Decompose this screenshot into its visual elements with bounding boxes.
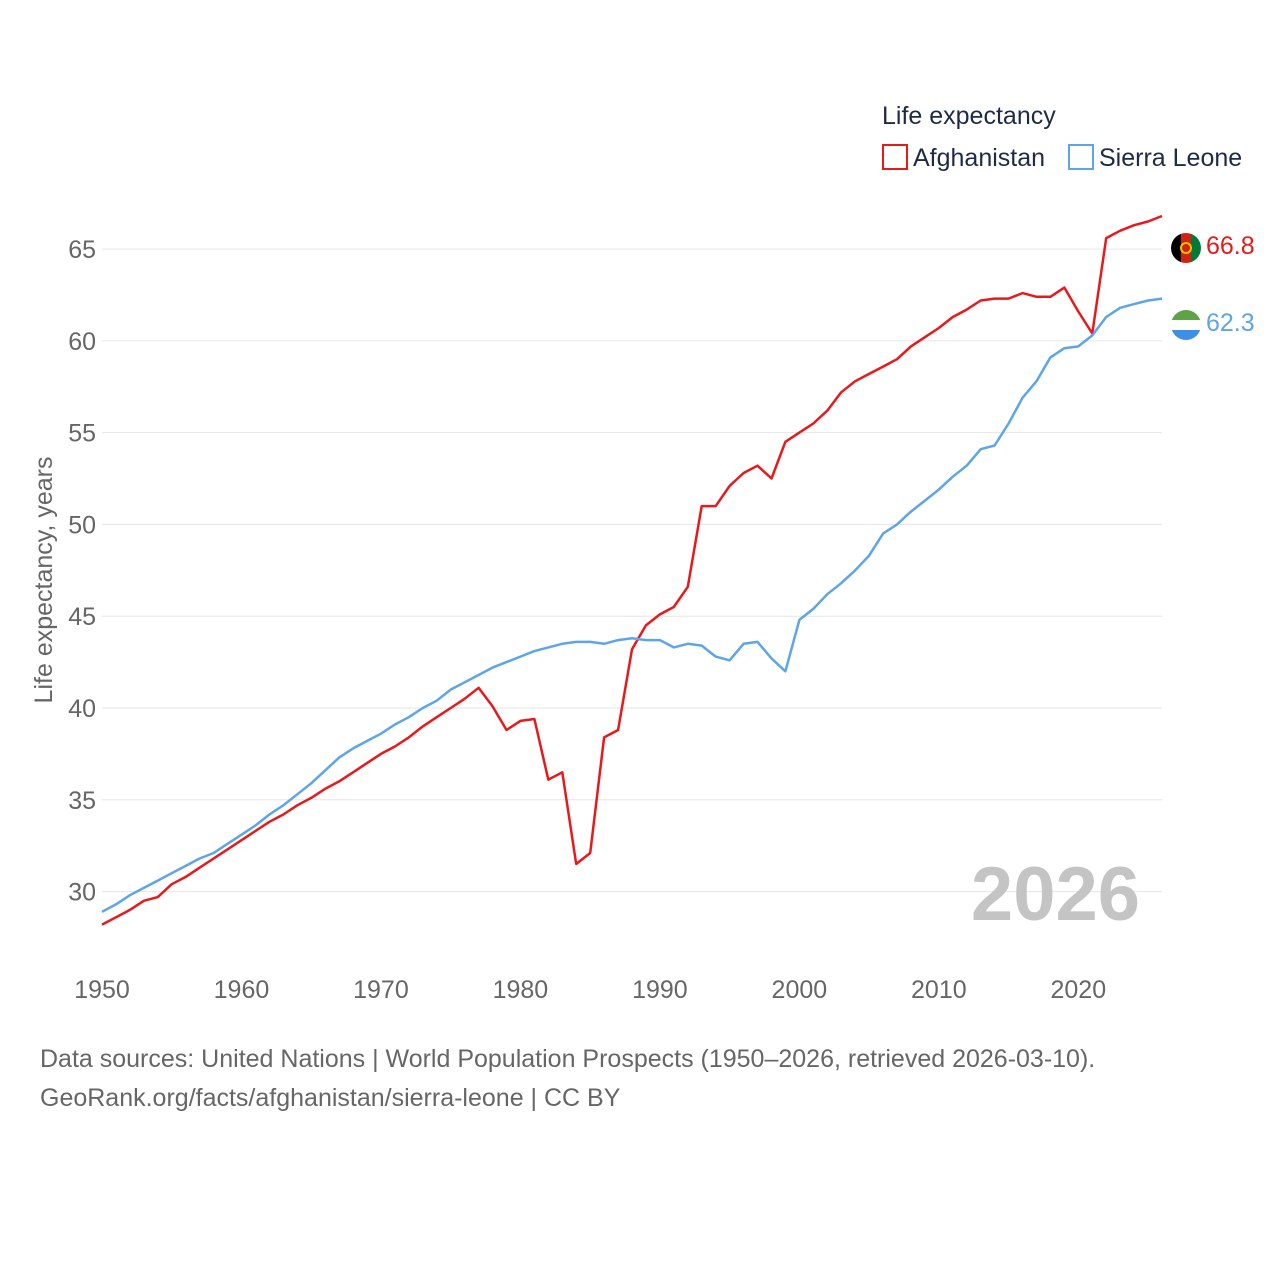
y-tick-label: 60 xyxy=(68,328,96,356)
legend-swatch-sierra-leone[interactable] xyxy=(1068,144,1094,170)
y-tick-label: 50 xyxy=(68,511,96,539)
series-lines xyxy=(101,214,1163,926)
legend-label-sierra-leone[interactable]: Sierra Leone xyxy=(1099,144,1242,172)
y-tick-label: 65 xyxy=(68,236,96,264)
grid-lines xyxy=(102,248,1162,893)
y-tick-label: 40 xyxy=(68,695,96,723)
x-tick-label: 1950 xyxy=(74,976,130,1004)
legend-swatch-afghanistan[interactable] xyxy=(882,144,908,170)
series-line-afghanistan[interactable] xyxy=(101,214,1163,926)
year-watermark: 2026 xyxy=(971,852,1140,937)
y-axis-ticks: 30 35 40 45 50 55 60 65 xyxy=(68,236,96,907)
legend-title: Life expectancy xyxy=(882,102,1056,130)
legend-label-afghanistan[interactable]: Afghanistan xyxy=(913,144,1045,172)
flag-afghanistan-icon xyxy=(1171,233,1201,263)
x-tick-label: 1960 xyxy=(214,976,270,1004)
y-tick-label: 35 xyxy=(68,787,96,815)
source-link[interactable]: GeoRank.org/facts/afghanistan/sierra-leo… xyxy=(40,1084,621,1112)
end-value-sierra-leone: 62.3 xyxy=(1206,309,1255,337)
flag-sierra-leone-icon xyxy=(1171,310,1201,340)
x-axis-ticks: 1950 1960 1970 1980 1990 2000 2010 2020 xyxy=(74,976,1106,1004)
y-tick-label: 55 xyxy=(68,420,96,448)
x-tick-label: 1970 xyxy=(353,976,409,1004)
y-tick-label: 30 xyxy=(68,879,96,907)
x-tick-label: 1990 xyxy=(632,976,688,1004)
y-tick-label: 45 xyxy=(68,603,96,631)
y-axis-label: Life expectancy, years xyxy=(30,457,58,704)
x-tick-label: 1980 xyxy=(493,976,549,1004)
end-value-afghanistan: 66.8 xyxy=(1206,232,1255,260)
x-tick-label: 2000 xyxy=(772,976,828,1004)
x-tick-label: 2020 xyxy=(1051,976,1107,1004)
x-tick-label: 2010 xyxy=(911,976,967,1004)
series-line-sierra-leone[interactable] xyxy=(101,297,1163,913)
legend: Life expectancy Afghanistan Sierra Leone xyxy=(882,102,1242,172)
source-note: Data sources: United Nations | World Pop… xyxy=(40,1045,1096,1073)
